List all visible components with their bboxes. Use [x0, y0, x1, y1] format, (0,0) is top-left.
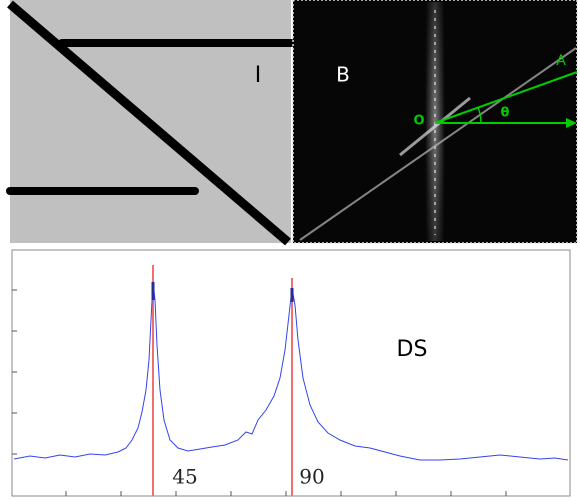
origin-label: O: [413, 114, 424, 129]
angle-label: θ: [501, 106, 510, 121]
panel-label: I: [255, 63, 262, 88]
ray-label: A: [556, 53, 566, 69]
panel-label: DS: [397, 337, 428, 362]
profile-panel: 45 90 DS: [12, 250, 570, 496]
peak-label: 90: [299, 465, 324, 489]
peak-label: 45: [172, 465, 197, 489]
image-panel: I: [10, 0, 291, 243]
panel-label: B: [336, 63, 350, 87]
spectrum-panel: B O θ A: [293, 0, 577, 243]
figure: I B O θ A 45: [0, 0, 580, 500]
